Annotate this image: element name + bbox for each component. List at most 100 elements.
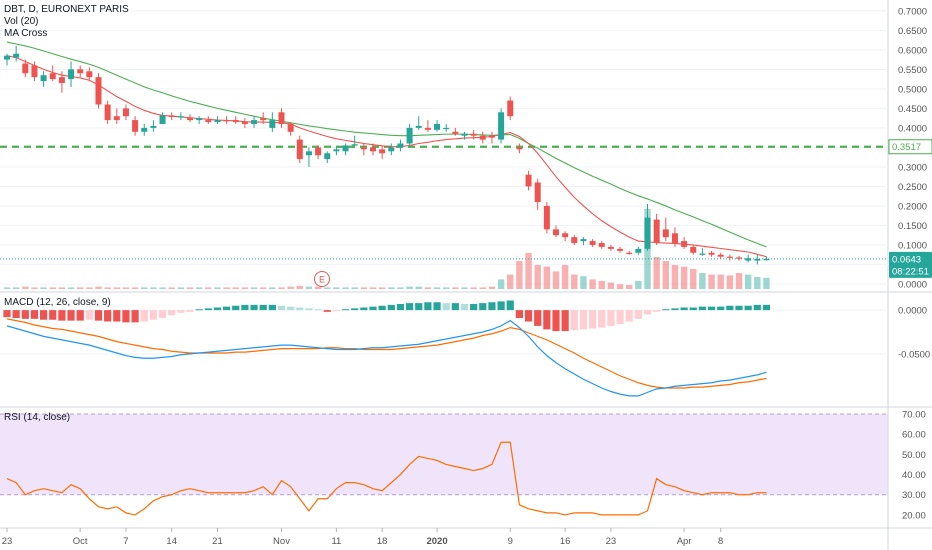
volume-bar [534, 265, 541, 289]
candle-body [251, 120, 258, 124]
macd-histogram-bar [277, 305, 286, 311]
volume-bar [186, 287, 194, 289]
macd-histogram-bar [323, 310, 331, 312]
candle-body [553, 229, 559, 236]
candle-body [726, 256, 733, 258]
volume-bar [497, 279, 505, 289]
volume-bar [653, 257, 660, 289]
candle-body [543, 205, 550, 230]
volume-bar [754, 277, 761, 289]
price-tick-label: 0.4000 [898, 123, 927, 134]
candle-body [360, 147, 367, 150]
volume-bar [507, 274, 514, 289]
volume-bar [424, 287, 432, 289]
volume-bar [433, 287, 441, 289]
time-tick-label: 7 [123, 536, 128, 547]
volume-bar [260, 287, 267, 289]
volume-bar [232, 287, 239, 289]
macd-histogram-bar [607, 310, 615, 326]
volume-bar [168, 287, 175, 289]
macd-histogram-bar [762, 304, 771, 311]
candle-body [589, 241, 596, 245]
volume-bar [369, 287, 377, 289]
macd-histogram-bar [131, 310, 139, 323]
price-tick-label: 0.2500 [898, 182, 927, 193]
candle-body [196, 118, 203, 121]
volume-bar [241, 287, 249, 289]
candle-body [461, 133, 468, 136]
macd-histogram-bar [717, 306, 725, 311]
candle-body [571, 237, 578, 244]
volume-bar [763, 277, 770, 289]
candle-body [370, 147, 376, 152]
macd-histogram-bar [140, 310, 148, 322]
last-price-badge: 0.0643 [892, 254, 921, 265]
candle-body [507, 100, 514, 117]
volume-bar [12, 287, 20, 289]
macd-histogram-bar [213, 307, 222, 311]
rsi-tick-label: 60.00 [902, 430, 926, 441]
volume-bar [598, 281, 605, 289]
volume-bar [635, 281, 642, 289]
macd-histogram-bar [680, 307, 688, 311]
macd-histogram-bar [598, 310, 606, 328]
candle-body [77, 69, 84, 74]
time-tick-label: Apr [677, 536, 692, 547]
macd-histogram-bar [296, 307, 304, 311]
candle-body [177, 116, 184, 118]
candle-body [681, 241, 688, 247]
candle-body [745, 258, 752, 261]
candle-body [379, 149, 386, 154]
macd-histogram-bar [268, 304, 276, 311]
price-tick-label: 0.7000 [898, 6, 927, 17]
earnings-event-marker[interactable] [314, 271, 330, 287]
volume-bar [626, 285, 633, 289]
macd-histogram-bar [735, 305, 743, 311]
candle-body [653, 219, 660, 244]
macd-histogram-bar [534, 310, 542, 326]
time-tick-label: 21 [212, 536, 223, 547]
rsi-tick-label: 20.00 [902, 510, 926, 521]
macd-histogram-bar [241, 304, 249, 311]
volume-bar [708, 274, 715, 289]
price-tick-label: 0.3000 [898, 162, 927, 173]
volume-bar [561, 265, 569, 289]
volume-bar [122, 287, 130, 289]
volume-bar [461, 287, 468, 289]
macd-histogram-bar [113, 310, 121, 322]
macd-histogram-bar [634, 310, 642, 319]
macd-histogram-bar [12, 310, 20, 318]
rsi-tick-label: 30.00 [902, 490, 926, 501]
volume-bar [543, 266, 551, 289]
volume-bar [250, 287, 258, 289]
macd-histogram-bar [3, 310, 11, 318]
macd-histogram-bar [305, 308, 313, 311]
volume-bar [735, 273, 743, 289]
macd-histogram-bar [415, 303, 423, 311]
volume-bar [131, 287, 139, 289]
level-price-badge-bg [889, 139, 932, 154]
volume-bar [671, 265, 679, 289]
candle-body [150, 125, 157, 128]
volume-bar [360, 287, 368, 289]
candle-body [351, 144, 358, 146]
macd-histogram-bar [442, 303, 450, 311]
volume-bar [378, 287, 386, 289]
time-tick-label: 11 [331, 536, 341, 547]
candle-body [443, 127, 450, 130]
time-tick-label: 2020 [426, 536, 447, 547]
volume-bar [67, 287, 75, 289]
macd-histogram-bar [726, 305, 734, 311]
macd-histogram-bar [616, 310, 624, 325]
volume-bar [214, 287, 221, 289]
candle-body [699, 253, 706, 255]
macd-histogram-bar [369, 306, 377, 311]
macd-histogram-bar [250, 304, 258, 311]
volume-bar [141, 287, 148, 289]
volume-bar [95, 286, 102, 289]
last-price-badge-bg [889, 251, 932, 266]
rsi-tick-label: 40.00 [902, 470, 926, 481]
volume-bar [278, 287, 285, 289]
candle-body [736, 257, 742, 259]
